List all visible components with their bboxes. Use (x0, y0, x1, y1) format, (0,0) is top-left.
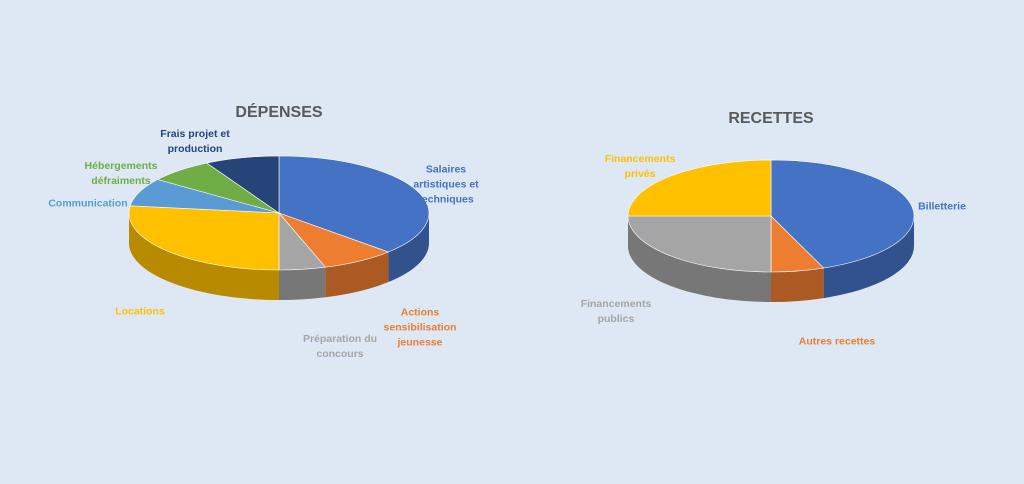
slice-side-shade (771, 268, 824, 302)
slice-label: Billetterie (918, 200, 966, 213)
slice (627, 159, 772, 217)
slice-side-shade (129, 213, 279, 300)
slice (128, 205, 280, 271)
slice-label: Financements privés (604, 153, 676, 180)
slice-side (388, 213, 430, 283)
slice (205, 155, 280, 214)
chart-title: DÉPENSES (235, 104, 323, 121)
slice-label: Financements publics (580, 298, 652, 325)
slice-side (279, 267, 326, 300)
chart-title: RECETTES (728, 110, 814, 127)
slice-side-shade (325, 252, 389, 298)
slice-side-shade (628, 216, 771, 302)
slice-label: Actions sensibilisation jeunesse (383, 306, 457, 349)
slice-side-shade (388, 213, 430, 283)
slice-side (129, 213, 279, 300)
slice-label: Communication (48, 197, 128, 210)
slice-side (771, 268, 824, 302)
slice-side (628, 216, 771, 302)
slice-side (325, 252, 389, 298)
slice-label: Salaires artistiques et techniques (413, 163, 479, 206)
slice (278, 155, 430, 253)
slice-label: Frais projet et production (160, 128, 230, 155)
slice-label: Locations (115, 305, 165, 318)
slice (770, 159, 915, 269)
slice-side-shade (279, 267, 326, 300)
slice-label: Hébergements défraiments (84, 160, 158, 187)
slice-label: Autres recettes (798, 335, 876, 348)
slice (627, 215, 772, 273)
slice-label: Préparation du concours (302, 333, 378, 360)
